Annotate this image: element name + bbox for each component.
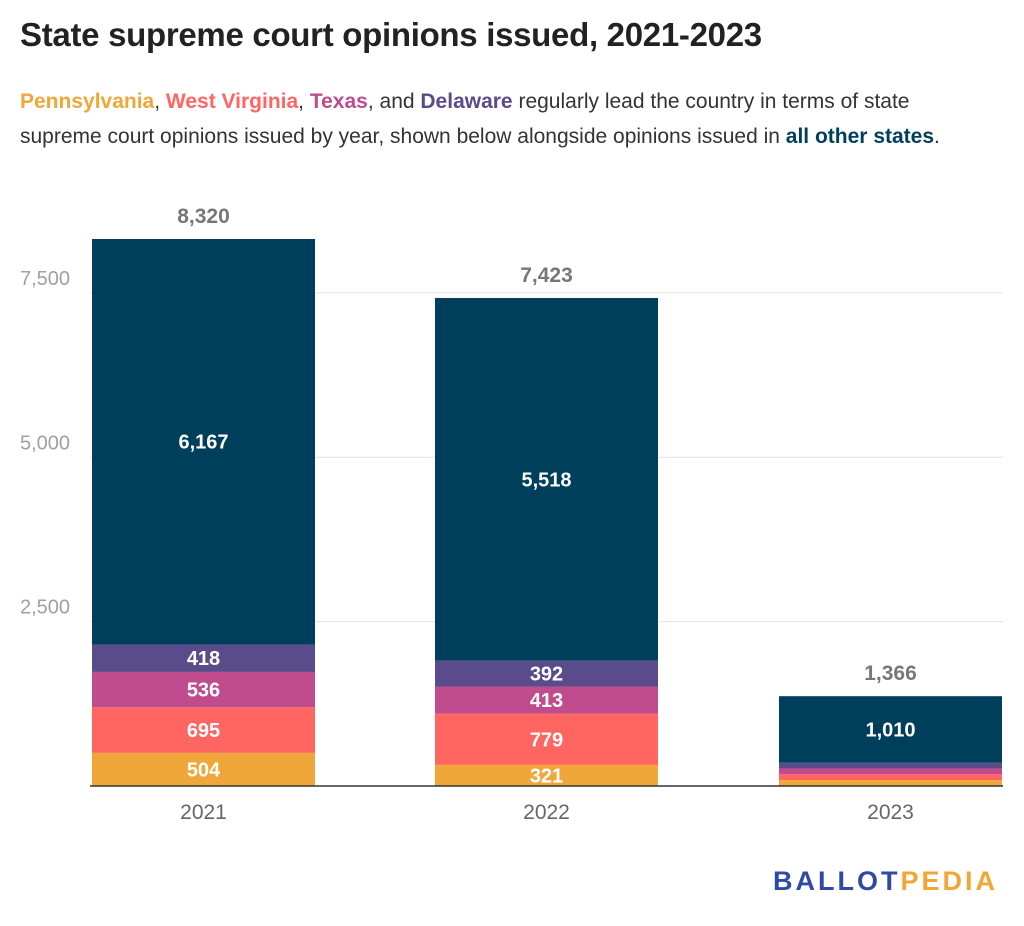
data-label: 695	[187, 720, 220, 742]
y-tick-label: 5,000	[20, 432, 70, 454]
chart-subtitle: Pennsylvania, West Virginia, Texas, and …	[20, 84, 995, 154]
y-tick-label: 7,500	[20, 268, 70, 290]
total-label: 1,366	[864, 662, 917, 685]
logo-part-ballot: BALLOT	[772, 866, 901, 896]
legend-pennsylvania: Pennsylvania	[20, 90, 155, 113]
data-label: 5,518	[521, 469, 571, 491]
data-label: 6,167	[178, 432, 228, 454]
ballotpedia-logo: BALLOTPEDIA	[773, 866, 998, 897]
legend-delaware: Delaware	[420, 90, 513, 113]
bar-segment	[435, 660, 658, 687]
legend-texas: Texas	[309, 90, 368, 113]
subtitle-separator: ,	[154, 90, 166, 113]
bar-segment	[92, 752, 315, 786]
bar-segment	[435, 713, 658, 765]
bar-segment	[92, 671, 315, 708]
bar-segment	[779, 762, 1002, 769]
bar-segment	[779, 780, 1002, 786]
data-label: 392	[530, 664, 563, 686]
bar-segment	[435, 297, 658, 661]
x-tick-label: 2022	[523, 801, 570, 824]
bar-segment	[779, 696, 1002, 763]
data-label: 779	[530, 729, 563, 751]
subtitle-separator: ,	[298, 90, 310, 113]
data-label: 536	[187, 680, 220, 702]
bar-segment	[779, 774, 1002, 781]
logo-part-pedia: PEDIA	[900, 866, 998, 896]
legend-all-other-states: all other states	[785, 125, 935, 148]
bar-segment	[435, 686, 658, 714]
total-label: 7,423	[520, 264, 573, 287]
bar-segment	[92, 239, 315, 645]
data-label: 504	[187, 759, 221, 781]
total-label: 8,320	[177, 205, 230, 228]
data-label: 418	[187, 648, 220, 670]
subtitle-end: .	[934, 125, 940, 148]
data-label: 321	[530, 765, 563, 787]
y-tick-label: 2,500	[20, 597, 70, 619]
bar-segment	[435, 764, 658, 786]
legend-west-virginia: West Virginia	[165, 90, 299, 113]
bar-segment	[779, 768, 1002, 775]
data-label: 413	[530, 690, 563, 712]
bar-segment	[92, 644, 315, 672]
subtitle-separator: , and	[367, 90, 421, 113]
x-tick-label: 2023	[867, 801, 914, 824]
subtitle-middle-text: regularly lead the country in terms of s…	[20, 90, 910, 148]
chart-title: State supreme court opinions issued, 202…	[20, 16, 762, 53]
bar-segment	[92, 707, 315, 753]
data-label: 1,010	[865, 719, 915, 741]
stacked-bar-chart: 2,500 5,000 7,500 504 695 536 418 6,167 8,320 202…	[20, 205, 1003, 824]
x-tick-label: 2021	[180, 801, 227, 824]
